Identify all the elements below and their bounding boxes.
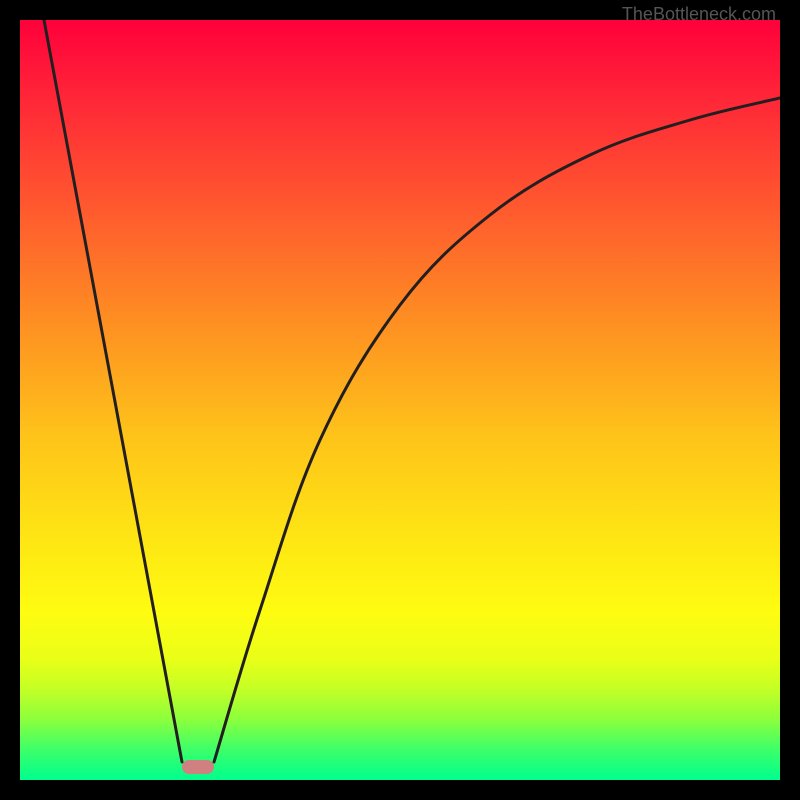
gradient-background <box>20 20 780 780</box>
v-minimum-marker <box>182 760 214 774</box>
watermark-text: TheBottleneck.com <box>622 4 776 25</box>
plot-area <box>20 20 780 780</box>
chart-svg <box>20 20 780 780</box>
